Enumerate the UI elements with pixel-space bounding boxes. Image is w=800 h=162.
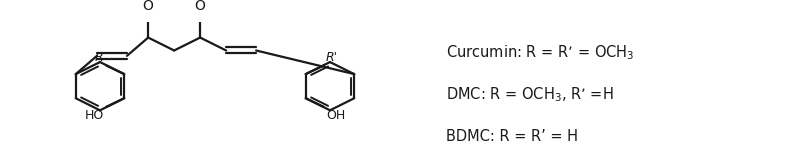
Text: O: O bbox=[142, 0, 154, 13]
Text: OH: OH bbox=[326, 109, 345, 122]
Text: R: R bbox=[94, 51, 103, 64]
Text: DMC: R = OCH$_3$, R’ =H: DMC: R = OCH$_3$, R’ =H bbox=[446, 86, 614, 104]
Text: O: O bbox=[194, 0, 206, 13]
Text: BDMC: R = R’ = H: BDMC: R = R’ = H bbox=[446, 129, 578, 144]
Text: HO: HO bbox=[85, 109, 104, 122]
Text: R': R' bbox=[326, 51, 338, 64]
Text: Curcumin: R = R’ = OCH$_3$: Curcumin: R = R’ = OCH$_3$ bbox=[446, 44, 635, 63]
